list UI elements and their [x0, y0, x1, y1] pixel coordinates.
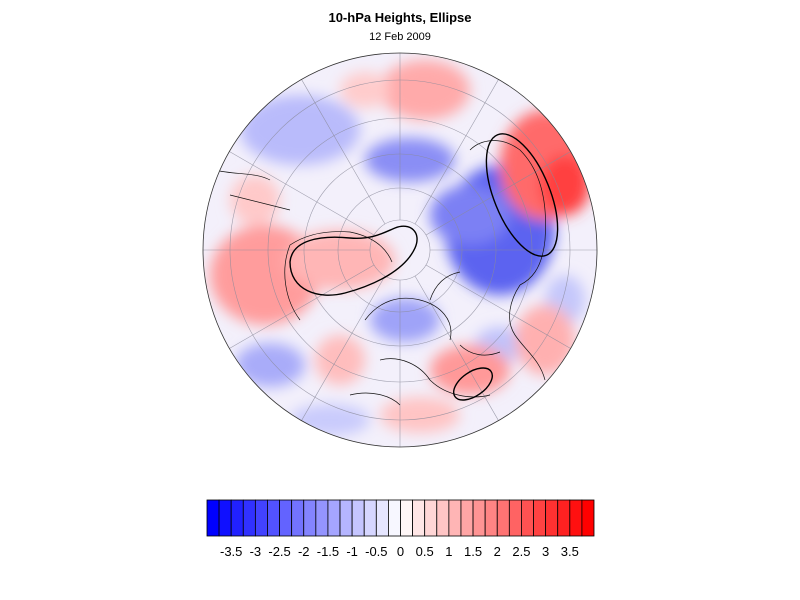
- colorbar-label: 2.5: [512, 544, 530, 559]
- colorbar-swatch: [315, 499, 329, 537]
- colorbar-swatch: [254, 499, 268, 537]
- colorbar-swatch: [339, 499, 353, 537]
- colorbar-swatch: [363, 499, 377, 537]
- colorbar-label: 3.5: [561, 544, 579, 559]
- colorbar-label: 0.5: [416, 544, 434, 559]
- colorbar-swatch: [279, 499, 293, 537]
- colorbar-swatch: [545, 499, 559, 537]
- vortex-ellipse-east: [485, 133, 559, 257]
- colorbar-swatch: [303, 499, 317, 537]
- colorbar-swatch: [496, 499, 510, 537]
- colorbar-swatch: [448, 499, 462, 537]
- colorbar-swatch: [327, 499, 341, 537]
- vortex-ellipse-main: [289, 225, 418, 296]
- colorbar-label: 2: [494, 544, 501, 559]
- colorbar-labels: -3.5 -3 -2.5 -2 -1.5 -1 -0.5 0 0.5 1 1.5 2 2.5 3 3.5: [220, 544, 579, 559]
- colorbar-swatch: [508, 499, 522, 537]
- colorbar-swatch: [557, 499, 571, 537]
- colorbar-label: -3: [250, 544, 262, 559]
- colorbar-label: -0.5: [365, 544, 387, 559]
- colorbar-swatch: [291, 499, 305, 537]
- colorbar-label: 3: [542, 544, 549, 559]
- colorbar-label: 0: [397, 544, 404, 559]
- colorbar-swatch: [484, 499, 498, 537]
- colorbar-swatches: [206, 499, 595, 537]
- colorbar-swatch: [460, 499, 474, 537]
- colorbar-swatch: [424, 499, 438, 537]
- vortex-ellipses: [289, 133, 559, 401]
- coastlines: [214, 140, 546, 406]
- vortex-ellipse-small: [453, 367, 493, 401]
- map-outline: [202, 52, 598, 448]
- colorbar-swatch: [375, 499, 389, 537]
- colorbar-label: -3.5: [220, 544, 242, 559]
- colorbar-label: -2: [298, 544, 310, 559]
- colorbar-swatch: [436, 499, 450, 537]
- colorbar-label: -2.5: [268, 544, 290, 559]
- colorbar-swatch: [400, 499, 413, 537]
- anomaly-field: [203, 53, 597, 447]
- graticule: [203, 53, 597, 447]
- colorbar-label: 1: [445, 544, 452, 559]
- colorbar-swatch: [388, 499, 401, 537]
- colorbar-swatch: [581, 499, 595, 537]
- colorbar-label: -1.5: [317, 544, 339, 559]
- chart-title: 10-hPa Heights, Ellipse: [328, 10, 472, 25]
- colorbar-swatch: [206, 499, 220, 537]
- colorbar-swatch: [569, 499, 583, 537]
- colorbar-swatch: [472, 499, 486, 537]
- colorbar-swatch: [533, 499, 547, 537]
- colorbar-label: -1: [346, 544, 358, 559]
- colorbar-swatch: [230, 499, 244, 537]
- colorbar-swatch: [412, 499, 426, 537]
- chart-date: 12 Feb 2009: [369, 31, 431, 43]
- colorbar-swatch: [351, 499, 365, 537]
- colorbar-swatch: [218, 499, 232, 537]
- colorbar-swatch: [521, 499, 534, 537]
- colorbar-swatch: [267, 499, 280, 537]
- colorbar-swatch: [242, 499, 256, 537]
- colorbar-label: 1.5: [464, 544, 482, 559]
